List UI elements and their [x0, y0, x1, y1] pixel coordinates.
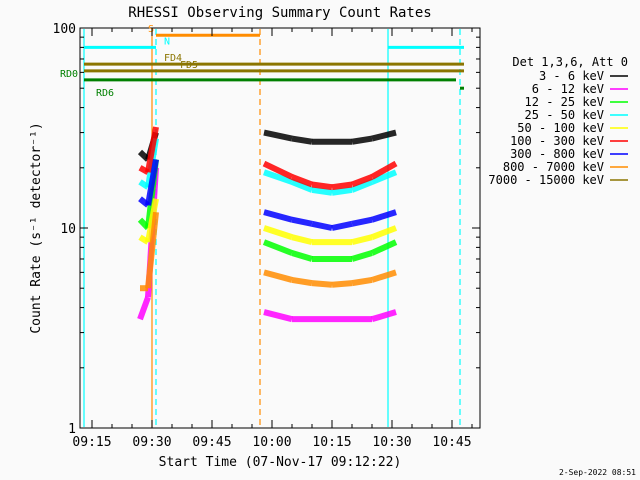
series-segment: [262, 160, 294, 180]
series-segment: [351, 250, 373, 262]
y-tick-label: 100: [53, 22, 76, 37]
flag-label: N: [164, 36, 170, 47]
x-axis-label: Start Time (07-Nov-17 09:12:22): [159, 455, 402, 470]
series-group: [138, 198, 398, 246]
legend-label: 25 - 50 keV: [525, 108, 604, 122]
series-group: [138, 126, 398, 191]
series-segment: [370, 239, 398, 256]
x-tick-label: 10:00: [252, 435, 291, 450]
series-segment: [350, 179, 374, 193]
series-segment: [331, 181, 353, 191]
series-segment: [263, 225, 293, 241]
series-segment: [262, 239, 294, 256]
series-group: [140, 211, 397, 292]
series-segment: [263, 269, 293, 283]
y-axis: 1 10 100: [53, 22, 480, 437]
legend-label: 300 - 800 keV: [510, 147, 604, 161]
series-segment: [291, 135, 313, 145]
x-tick-label: 10:15: [312, 435, 351, 450]
series-segment: [291, 276, 313, 287]
legend-label: 7000 - 15000 keV: [488, 173, 604, 187]
x-tick-label: 09:15: [72, 435, 111, 450]
series-segment: [331, 186, 353, 196]
series-segment: [331, 220, 353, 231]
flag-label: S: [148, 24, 154, 35]
series-segment: [290, 179, 314, 193]
legend-label: 50 - 100 keV: [517, 121, 604, 135]
series-segment: [291, 234, 313, 246]
series-segment: [371, 129, 397, 142]
series-segment: [263, 209, 293, 223]
series-segment: [351, 135, 373, 145]
series-segment: [263, 169, 293, 185]
flag-label: FD4: [164, 53, 182, 64]
series-segment: [370, 169, 398, 185]
x-tick-label: 10:45: [432, 435, 471, 450]
series-group: [137, 129, 397, 162]
flag-label: RD6: [96, 88, 114, 99]
y-tick-label: 10: [60, 222, 76, 237]
series-segment: [311, 186, 333, 196]
x-tick-label: 09:45: [192, 435, 231, 450]
series-segment: [371, 309, 397, 323]
series-segment: [370, 160, 398, 180]
x-axis: 09:15 09:30 09:45 10:00 10:15 10:30 10:45: [72, 28, 473, 450]
series-segment: [311, 181, 333, 191]
x-tick-label: 10:30: [372, 435, 411, 450]
series-segment: [263, 309, 293, 323]
series-segment: [351, 234, 373, 246]
series-segment: [311, 280, 333, 288]
series-segment: [370, 225, 398, 240]
series-segment: [311, 220, 333, 231]
series-segment: [331, 280, 353, 288]
flag-label: RD0: [60, 69, 78, 80]
series-segment: [290, 174, 314, 188]
series-group: [138, 158, 397, 231]
series-segment: [351, 216, 373, 227]
series-segment: [145, 211, 159, 289]
legend-label: 3 - 6 keV: [539, 69, 604, 83]
legend-label: 6 - 12 keV: [532, 82, 604, 96]
series-segment: [145, 158, 159, 206]
series-segment: [145, 198, 159, 243]
timestamp: 2-Sep-2022 08:51: [559, 468, 636, 477]
series-segment: [291, 250, 313, 262]
legend-label: 100 - 300 keV: [510, 134, 604, 148]
legend-title: Det 1,3,6, Att 0: [512, 55, 628, 69]
series-segment: [351, 276, 373, 287]
legend-label: 12 - 25 keV: [525, 95, 604, 109]
series-segment: [137, 296, 151, 321]
series-segment: [263, 129, 293, 142]
series-segment: [371, 209, 397, 223]
series-segment: [350, 174, 374, 188]
series-segment: [291, 216, 313, 227]
y-tick-label: 1: [68, 422, 76, 437]
y-axis-label: Count Rate (s⁻¹ detector⁻¹): [29, 122, 44, 333]
data-series: [137, 126, 398, 323]
x-tick-label: 09:30: [132, 435, 171, 450]
legend-label: 800 - 7000 keV: [503, 160, 604, 174]
chart-title: RHESSI Observing Summary Count Rates: [128, 5, 431, 21]
series-segment: [145, 126, 159, 173]
series-segment: [371, 269, 397, 283]
flag-label: FD5: [180, 60, 198, 71]
